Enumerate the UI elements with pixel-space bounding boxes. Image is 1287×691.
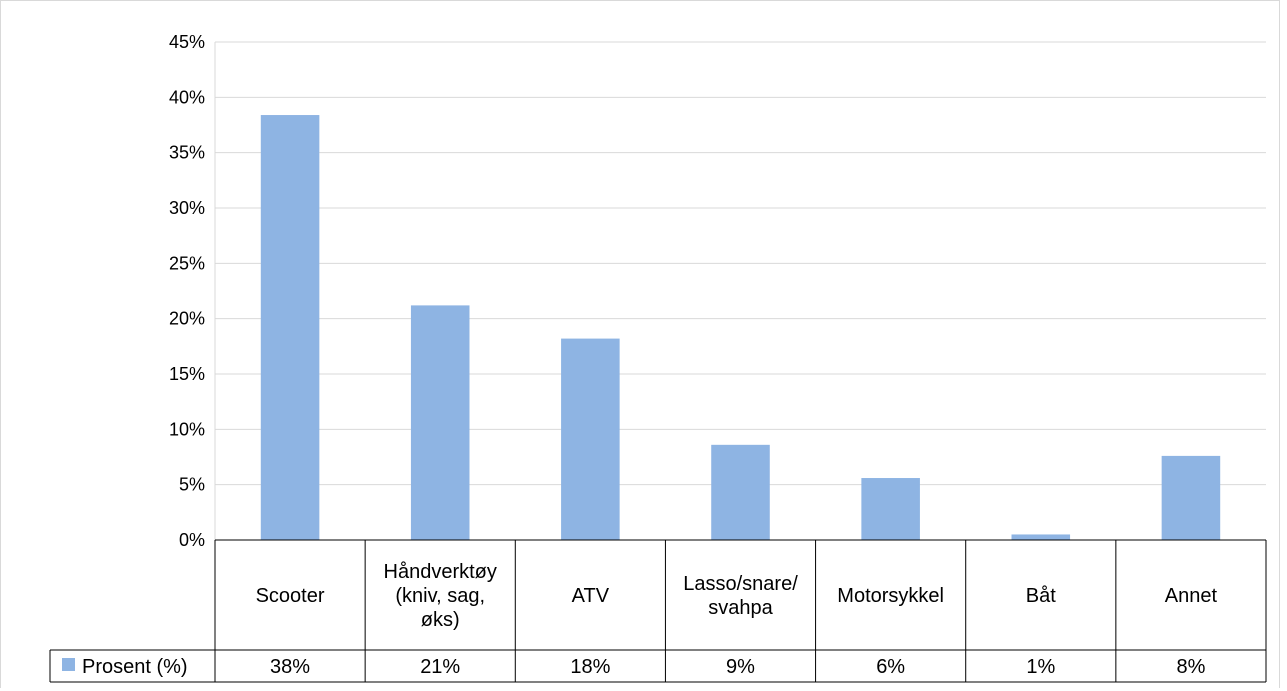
category-label: Båt (1026, 585, 1056, 607)
category-label: Scooter (256, 585, 325, 607)
y-axis-ticks: 0% 5% 10% 15% 20% 25% 30% 35% 40% 45% (169, 32, 205, 550)
bar (410, 305, 470, 540)
bar (1011, 534, 1071, 540)
category-label: Lasso/snare/svahpa (683, 573, 798, 619)
category-label: ATV (572, 585, 610, 607)
bar (861, 478, 920, 540)
data-value-label: 38% (270, 656, 310, 678)
bar (561, 338, 620, 540)
category-label: Motorsykkel (837, 585, 944, 607)
data-table: Scooter Håndverktøy (kniv, sag, øks) ATV Lass… (49, 539, 1267, 683)
y-tick-label: 20% (169, 309, 205, 329)
legend-swatch (62, 658, 75, 671)
bar (260, 115, 320, 540)
category-label: Annet (1165, 585, 1218, 607)
y-tick-label: 25% (169, 253, 205, 273)
y-tick-label: 40% (169, 87, 205, 107)
bar (1161, 455, 1221, 540)
y-tick-label: 5% (179, 475, 205, 495)
category-label: Håndverktøy (kniv, sag, øks) (384, 561, 497, 631)
y-tick-label: 30% (169, 198, 205, 218)
data-value-label: 9% (726, 656, 755, 678)
data-value-label: 18% (570, 656, 610, 678)
data-value-label: 6% (876, 656, 905, 678)
data-value-label: 8% (1176, 656, 1205, 678)
y-tick-label: 15% (169, 364, 205, 384)
bars (260, 115, 1221, 540)
data-value-label: 21% (420, 656, 460, 678)
data-value-label: 1% (1026, 656, 1055, 678)
y-tick-label: 45% (169, 32, 205, 52)
y-tick-label: 10% (169, 419, 205, 439)
legend-label: Prosent (%) (82, 656, 188, 678)
bar (711, 444, 770, 540)
y-tick-label: 0% (179, 530, 205, 550)
y-tick-label: 35% (169, 143, 205, 163)
